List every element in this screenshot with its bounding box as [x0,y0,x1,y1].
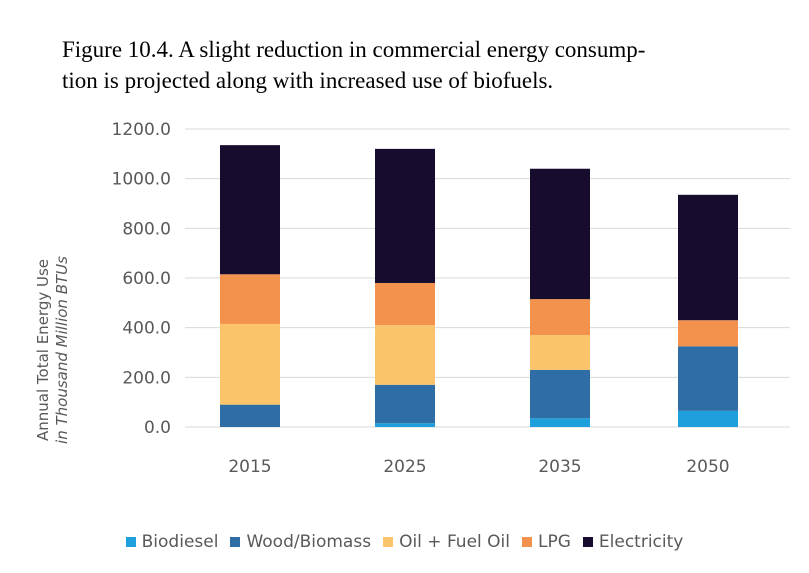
legend-item: Biodiesel [125,532,219,552]
x-tick-labels: 2015 2025 2035 2050 [228,457,729,477]
figure-caption: Figure 10.4. A slight reduction in comme… [62,34,762,96]
bar-segment-biodiesel-2035 [530,418,590,427]
bar-segment-lpg-2025 [375,282,435,326]
y-axis-label-line-2: in Thousand Million BTUs [53,256,71,444]
bar-segment-wood-biomass-2025 [375,384,435,424]
bar-segment-wood-biomass-2050 [678,346,738,411]
bar-segment-wood-biomass-2015 [220,404,280,427]
bar-segment-lpg-2015 [220,274,280,324]
legend-item: Electricity [582,532,684,552]
bar-segment-biodiesel-2025 [375,423,435,427]
y-tick-label: 600.0 [122,269,171,289]
y-tick-label: 1000.0 [112,170,171,190]
legend-label: Electricity [598,532,684,552]
chart-legend: Biodiesel Wood/Biomass Oil + Fuel Oil LPG El… [0,532,809,552]
bar-segment-oil-fuel-oil-2035 [530,335,590,370]
x-tick-label: 2025 [383,457,426,477]
y-tick-label: 400.0 [122,319,171,339]
legend-swatch [582,537,593,547]
legend-swatch [230,537,241,547]
bar-segment-electricity-2050 [678,194,738,321]
y-tick-label: 800.0 [122,219,171,239]
x-tick-label: 2050 [686,457,729,477]
caption-line-2: tion is projected along with increased u… [62,68,554,93]
legend-swatch [125,537,136,547]
bar-stacks [220,145,738,427]
y-tick-label: 1200.0 [112,120,171,140]
x-tick-label: 2035 [538,457,581,477]
bar-segment-biodiesel-2050 [678,410,738,427]
caption-line-1: Figure 10.4. A slight reduction in comme… [62,37,646,62]
legend-label: LPG [538,532,571,552]
y-tick-label: 200.0 [122,368,171,388]
y-axis-label-line-1: Annual Total Energy Use [34,259,52,441]
x-tick-label: 2015 [228,457,271,477]
legend-label: Biodiesel [141,532,219,552]
bar-segment-oil-fuel-oil-2015 [220,323,280,405]
bar-segment-electricity-2035 [530,168,590,300]
legend-label: Wood/Biomass [246,532,372,552]
bar-segment-electricity-2015 [220,145,280,275]
legend-label: Oil + Fuel Oil [399,532,510,552]
y-tick-labels: 0.0 200.0 400.0 600.0 800.0 1000.0 1200.0 [112,120,171,438]
bar-segment-lpg-2035 [530,299,590,336]
bar-segment-wood-biomass-2035 [530,369,590,419]
legend-item: Wood/Biomass [230,532,371,552]
bar-segment-lpg-2050 [678,320,738,347]
legend-item: Oil + Fuel Oil [383,532,510,552]
legend-item: LPG [522,532,571,552]
legend-swatch [522,537,532,547]
legend-swatch [383,537,394,547]
bar-segment-oil-fuel-oil-2025 [375,325,435,385]
y-tick-label: 0.0 [144,418,171,438]
bar-segment-electricity-2025 [375,148,435,283]
